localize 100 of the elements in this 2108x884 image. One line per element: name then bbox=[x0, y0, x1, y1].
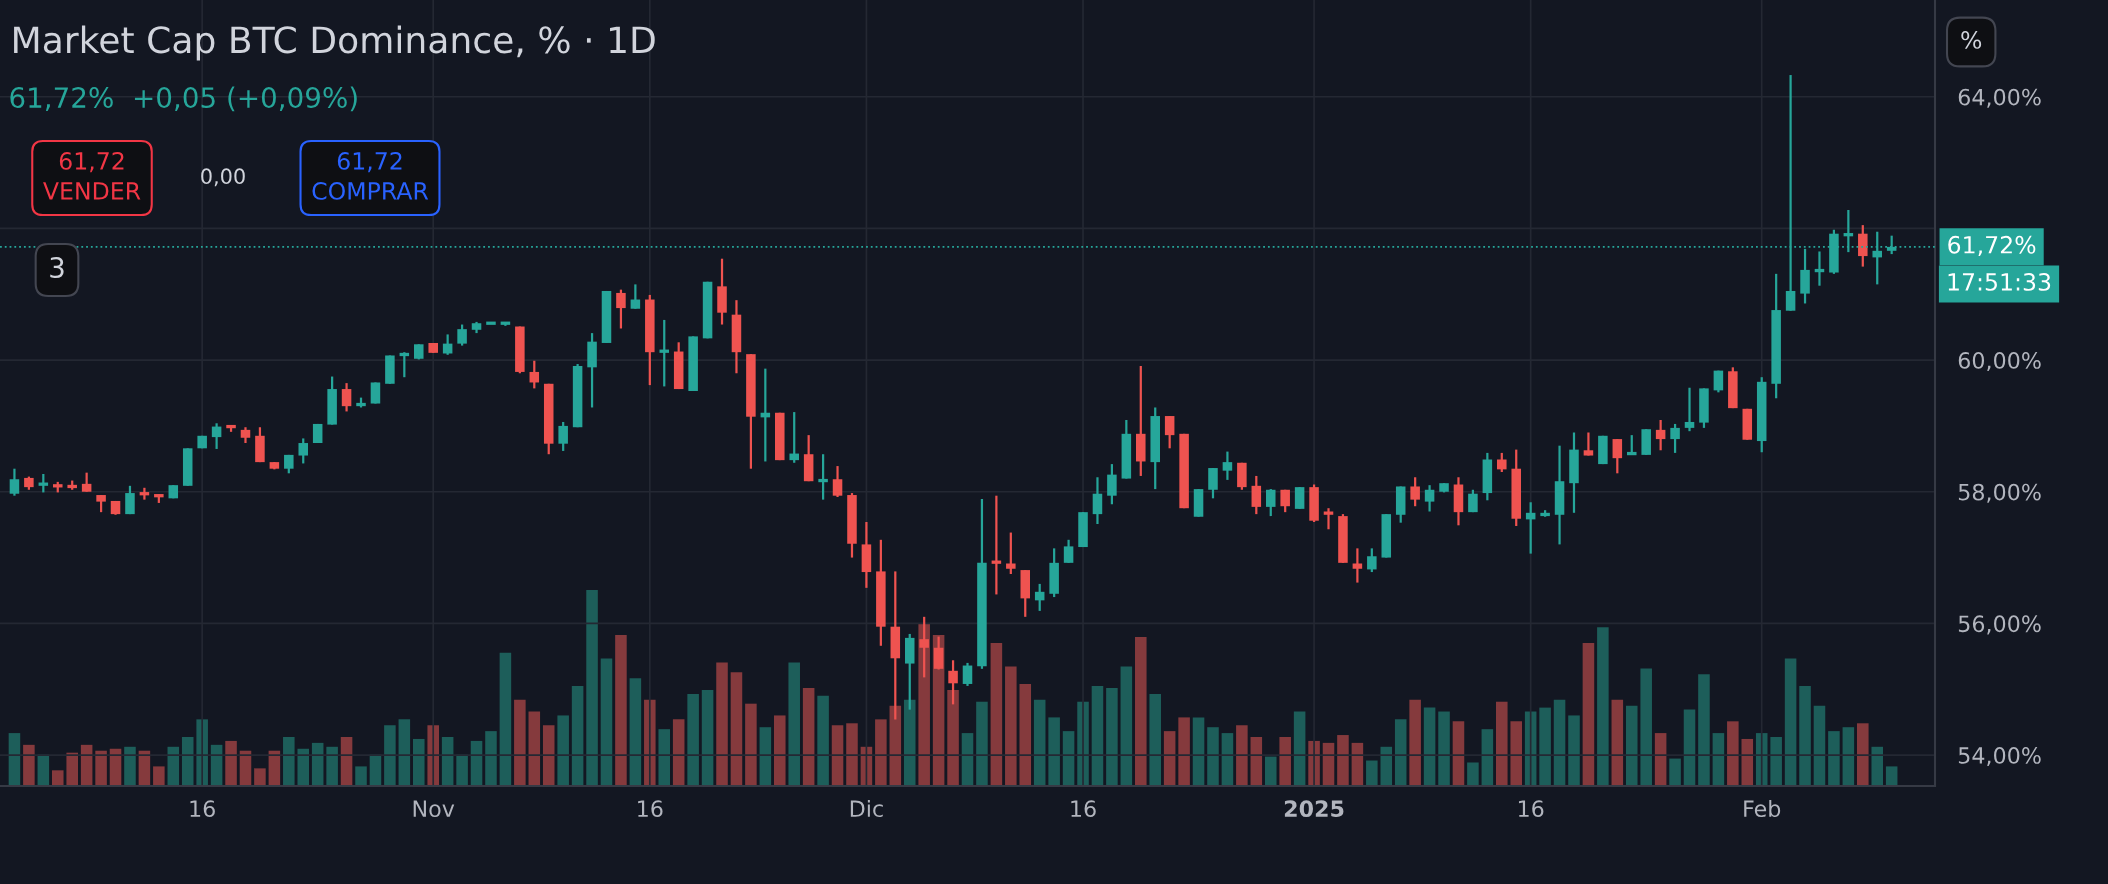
bar bbox=[1539, 707, 1551, 786]
bar bbox=[283, 737, 295, 786]
bar bbox=[514, 699, 526, 786]
candlestick bbox=[1063, 538, 1074, 564]
bar bbox=[615, 635, 627, 786]
bar bbox=[1496, 701, 1508, 786]
bar bbox=[1423, 707, 1436, 786]
bar bbox=[629, 678, 642, 786]
x-tick-label: 16 bbox=[1071, 800, 1096, 818]
bar bbox=[1279, 737, 1291, 786]
bar bbox=[1784, 658, 1797, 786]
bar bbox=[600, 658, 613, 786]
bar bbox=[716, 662, 728, 786]
bar bbox=[1842, 727, 1855, 786]
bar bbox=[66, 752, 78, 786]
bar bbox=[802, 688, 815, 786]
candlestick bbox=[1265, 488, 1276, 518]
bar bbox=[1467, 762, 1479, 786]
y-tick-label: 64,00% bbox=[1958, 88, 2041, 108]
candlestick bbox=[1410, 476, 1420, 508]
bar bbox=[1048, 717, 1060, 786]
bar bbox=[1481, 729, 1494, 786]
candlestick bbox=[1583, 431, 1594, 457]
x-tick-label: 2025 bbox=[1284, 800, 1344, 818]
bar bbox=[326, 746, 338, 786]
bar bbox=[1019, 684, 1032, 786]
candlestick bbox=[1208, 466, 1218, 500]
y-tick-label: 60,00% bbox=[1958, 352, 2041, 372]
candlestick bbox=[442, 333, 453, 356]
bar bbox=[1236, 725, 1248, 786]
bar bbox=[1005, 666, 1017, 786]
bar bbox=[456, 754, 468, 786]
bar bbox=[485, 731, 497, 786]
candlestick bbox=[457, 323, 467, 347]
candlestick bbox=[81, 471, 92, 493]
bar bbox=[412, 738, 425, 786]
bar bbox=[1885, 766, 1898, 786]
bar bbox=[1669, 758, 1681, 786]
bar bbox=[586, 590, 598, 786]
annotation: 0,00 bbox=[201, 168, 245, 187]
candlestick bbox=[1107, 462, 1117, 506]
candlestick bbox=[211, 422, 222, 451]
bar bbox=[831, 725, 844, 786]
bar bbox=[1582, 642, 1595, 786]
bar bbox=[51, 770, 64, 786]
bar bbox=[1857, 723, 1869, 786]
annotation: 61,72 COMPRAR bbox=[312, 151, 429, 200]
bar bbox=[1120, 666, 1133, 786]
candlestick bbox=[341, 382, 352, 413]
bar bbox=[1813, 705, 1826, 786]
candlestick bbox=[1626, 434, 1637, 456]
candlestick bbox=[1858, 224, 1868, 268]
bar bbox=[153, 766, 165, 786]
bar bbox=[1568, 715, 1580, 786]
bar bbox=[1149, 693, 1161, 786]
x-tick-label: Dic bbox=[850, 799, 883, 818]
bar bbox=[1640, 668, 1652, 786]
bar bbox=[1409, 699, 1421, 786]
bar bbox=[557, 715, 569, 786]
candlestick bbox=[298, 437, 309, 465]
bar bbox=[23, 744, 35, 786]
bar bbox=[542, 725, 555, 786]
bar bbox=[658, 729, 671, 786]
bar bbox=[1366, 760, 1378, 786]
bar bbox=[1293, 711, 1306, 786]
candlestick bbox=[962, 661, 973, 688]
candlestick bbox=[529, 359, 540, 390]
candlestick bbox=[370, 381, 381, 405]
candlestick bbox=[630, 283, 641, 310]
annotation: 3 bbox=[50, 257, 64, 279]
bar bbox=[1597, 627, 1609, 786]
bar bbox=[124, 746, 136, 786]
bar bbox=[528, 711, 541, 786]
text: % bbox=[1961, 30, 1982, 49]
bar bbox=[1091, 686, 1104, 786]
bar bbox=[1062, 731, 1075, 786]
bar bbox=[1178, 717, 1190, 786]
bar bbox=[990, 642, 1003, 786]
bar bbox=[1698, 674, 1710, 786]
candlestick bbox=[9, 467, 20, 497]
bar bbox=[875, 719, 887, 786]
candlestick bbox=[125, 484, 135, 516]
candlestick bbox=[789, 410, 799, 464]
candlestick bbox=[933, 635, 944, 671]
bar bbox=[1380, 746, 1393, 786]
candlestick bbox=[558, 420, 568, 453]
bar bbox=[1611, 699, 1624, 786]
bar bbox=[1264, 756, 1277, 786]
text: Market Cap BTC Dominance, % · 1D bbox=[14, 25, 655, 61]
candlestick bbox=[818, 453, 828, 501]
bar bbox=[687, 693, 699, 786]
bar bbox=[846, 723, 858, 786]
candlestick bbox=[1424, 484, 1435, 513]
bar bbox=[730, 672, 743, 786]
bar bbox=[95, 750, 107, 786]
bar bbox=[745, 703, 757, 786]
bar bbox=[355, 766, 367, 786]
candlestick bbox=[1222, 450, 1233, 481]
candlestick bbox=[1684, 386, 1695, 433]
bar bbox=[1727, 721, 1739, 786]
